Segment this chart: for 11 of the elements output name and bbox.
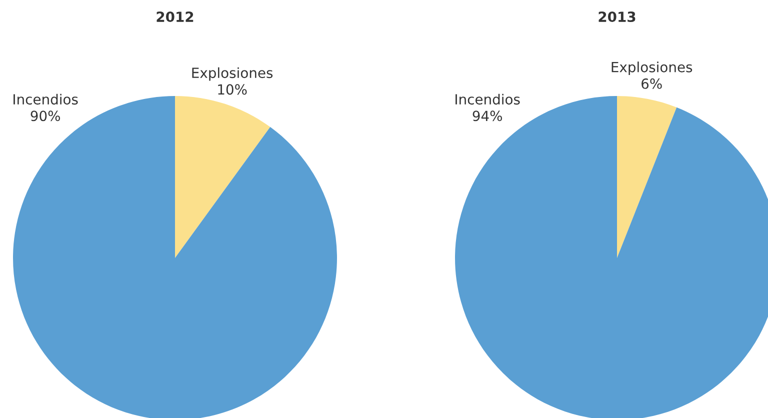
data-label: 6% bbox=[642, 78, 662, 89]
slice-label: Explosiones bbox=[192, 67, 273, 81]
slice-label: Explosiones bbox=[612, 62, 692, 76]
pie-slice bbox=[175, 96, 270, 258]
data-label: 10% bbox=[218, 84, 247, 95]
slice-label: Incendios bbox=[456, 94, 520, 105]
slice-label: Incendios bbox=[14, 94, 78, 105]
chart-title: 2013 bbox=[598, 12, 636, 22]
chart-title: 2012 bbox=[156, 12, 194, 22]
data-label: 94% bbox=[472, 110, 502, 122]
data-label: 90% bbox=[30, 110, 60, 122]
